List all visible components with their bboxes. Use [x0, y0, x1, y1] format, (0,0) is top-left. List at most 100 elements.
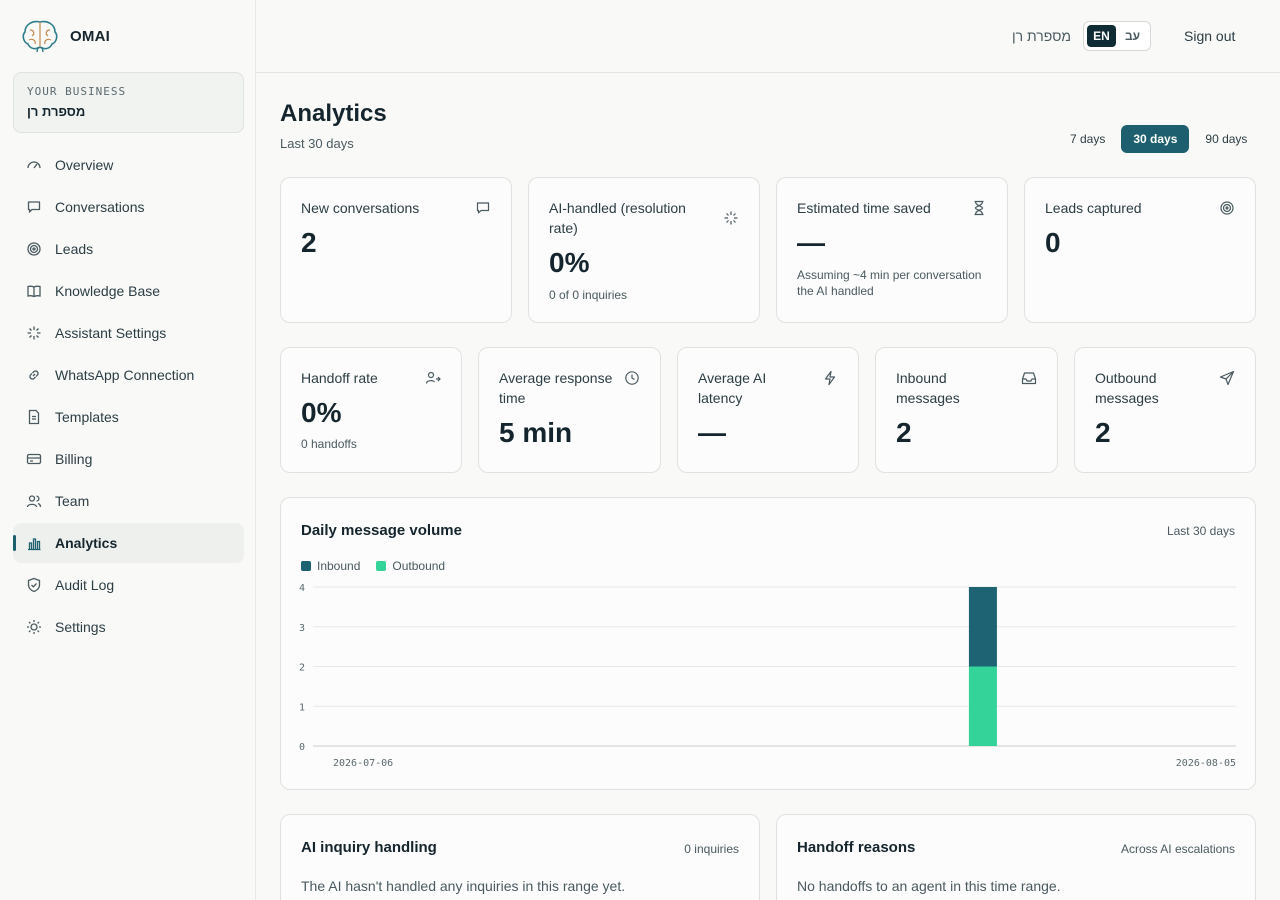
sidebar-item-label: Team [55, 493, 90, 509]
range-30-days-button[interactable]: 30 days [1121, 125, 1190, 153]
legend-item-outbound: Outbound [376, 559, 445, 573]
language-toggle[interactable]: EN עב [1083, 21, 1151, 51]
kpi-title: Handoff rate [301, 370, 378, 386]
kpi-title: Leads captured [1045, 200, 1142, 216]
handoff-scope-label: Across AI escalations [1120, 842, 1235, 856]
sidebar-item-analytics[interactable]: Analytics [13, 523, 244, 563]
y-tick-label: 0 [299, 742, 305, 753]
kpi-title: New conversations [301, 200, 420, 216]
kpi-title: Outbound messages [1095, 370, 1159, 406]
page-subtitle: Last 30 days [280, 136, 354, 151]
sparkle-icon [723, 210, 739, 226]
sidebar-item-label: Audit Log [55, 577, 115, 593]
kpi-value: 2 [896, 417, 912, 448]
kpi-value: 0% [549, 247, 590, 278]
x-tick-label-start: 2026-07-06 [333, 758, 393, 769]
sidebar-item-label: Overview [55, 157, 114, 173]
sidebar-item-templates[interactable]: Templates [13, 397, 244, 437]
business-name: מספרת רן [27, 104, 86, 119]
sparkle-icon [26, 325, 42, 341]
kpi-card-leads-captured: Leads captured 0 [1024, 177, 1256, 323]
lang-en-button[interactable]: EN [1087, 25, 1116, 47]
chart-legend: Inbound Outbound [301, 559, 445, 573]
sidebar-item-label: WhatsApp Connection [55, 367, 195, 383]
chat-bubble-icon [475, 200, 491, 216]
sidebar-item-conversations[interactable]: Conversations [13, 187, 244, 227]
sidebar-item-label: Conversations [55, 199, 145, 215]
kpi-value: 0% [301, 397, 342, 428]
y-tick-label: 4 [299, 583, 305, 594]
y-tick-label: 3 [299, 623, 305, 634]
kpi-card-outbound-messages: Outbound messages 2 [1074, 347, 1256, 473]
kpi-value: 2 [1095, 417, 1111, 448]
clock-icon [624, 370, 640, 386]
sun-gear-icon [26, 619, 42, 635]
user-arrow-icon [425, 370, 441, 386]
legend-item-inbound: Inbound [301, 559, 360, 573]
gauge-icon [26, 157, 42, 173]
sidebar-item-label: Knowledge Base [55, 283, 161, 299]
link-icon [26, 367, 42, 383]
kpi-value: 5 min [499, 417, 573, 448]
kpi-value: 2 [301, 227, 317, 258]
topbar: מספרת רן EN עב Sign out [256, 0, 1280, 73]
lang-he-button[interactable]: עב [1124, 29, 1141, 43]
kpi-value: — [797, 227, 825, 258]
chart-title: Daily message volume [301, 522, 462, 539]
sidebar-item-label: Leads [55, 241, 94, 257]
kpi-card-avg-response-time: Average response time 5 min [478, 347, 661, 473]
sidebar-item-team[interactable]: Team [13, 481, 244, 521]
credit-card-icon [26, 451, 42, 467]
brand-name: OMAI [70, 27, 110, 45]
range-selector: 7 days 30 days 90 days [1058, 125, 1259, 153]
range-7-days-button[interactable]: 7 days [1070, 132, 1106, 146]
y-tick-label: 2 [299, 663, 305, 674]
empty-state-text: No handoffs to an agent in this time ran… [797, 878, 1061, 894]
kpi-subtext: 0 handoffs [301, 437, 357, 451]
sidebar-item-settings[interactable]: Settings [13, 607, 244, 647]
brand[interactable]: OMAI [20, 18, 110, 54]
sidebar-item-label: Billing [55, 451, 93, 467]
range-90-days-button[interactable]: 90 days [1205, 132, 1248, 146]
sidebar-item-billing[interactable]: Billing [13, 439, 244, 479]
y-tick-label: 1 [299, 702, 305, 713]
sidebar-item-audit-log[interactable]: Audit Log [13, 565, 244, 605]
card-title: Handoff reasons [797, 839, 916, 856]
business-label: YOUR BUSINESS [27, 85, 127, 98]
kpi-title: Estimated time saved [797, 200, 931, 216]
sidebar-item-assistant-settings[interactable]: Assistant Settings [13, 313, 244, 353]
users-icon [26, 493, 42, 509]
card-title: AI inquiry handling [301, 839, 437, 856]
business-card[interactable]: YOUR BUSINESS מספרת רן [13, 72, 244, 133]
x-tick-label-end: 2026-08-05 [1176, 758, 1236, 769]
kpi-card-ai-handled: AI-handled (resolution rate) 0% 0 of 0 i… [528, 177, 760, 323]
kpi-subtext: Assuming ~4 min per conversation the AI … [797, 268, 982, 298]
kpi-value: 0 [1045, 227, 1061, 258]
handoff-reasons-card: Handoff reasons Across AI escalations No… [776, 814, 1256, 900]
inquiry-count: 0 inquiries [684, 842, 739, 856]
chart-range-label: Last 30 days [1166, 524, 1235, 538]
daily-message-volume-card: Daily message volume Last 30 days Inboun… [280, 497, 1256, 790]
sidebar-item-label: Templates [55, 409, 119, 425]
kpi-card-new-conversations: New conversations 2 [280, 177, 512, 323]
legend-label: Inbound [317, 559, 361, 573]
kpi-card-time-saved: Estimated time saved — Assuming ~4 min p… [776, 177, 1008, 323]
kpi-value: — [698, 417, 726, 448]
lightning-icon [822, 370, 838, 386]
hourglass-icon [971, 200, 987, 216]
kpi-title: Average response time [499, 370, 613, 406]
sidebar-item-knowledge-base[interactable]: Knowledge Base [13, 271, 244, 311]
document-icon [26, 409, 42, 425]
ai-inquiry-handling-card: AI inquiry handling 0 inquiries The AI h… [280, 814, 760, 900]
sidebar-item-overview[interactable]: Overview [13, 145, 244, 185]
sign-out-button[interactable]: Sign out [1184, 28, 1236, 44]
sidebar-item-leads[interactable]: Leads [13, 229, 244, 269]
legend-swatch [301, 561, 311, 571]
sidebar-item-whatsapp-connection[interactable]: WhatsApp Connection [13, 355, 244, 395]
sidebar-item-label: Analytics [55, 535, 118, 551]
chart-plot: 0 1 2 3 4 2026-07-06 2026-08-05 [299, 583, 1236, 769]
kpi-title: Inbound messages [896, 370, 960, 406]
page-title: Analytics [280, 100, 387, 127]
sidebar-item-label: Assistant Settings [55, 325, 167, 341]
target-icon [1219, 200, 1235, 216]
